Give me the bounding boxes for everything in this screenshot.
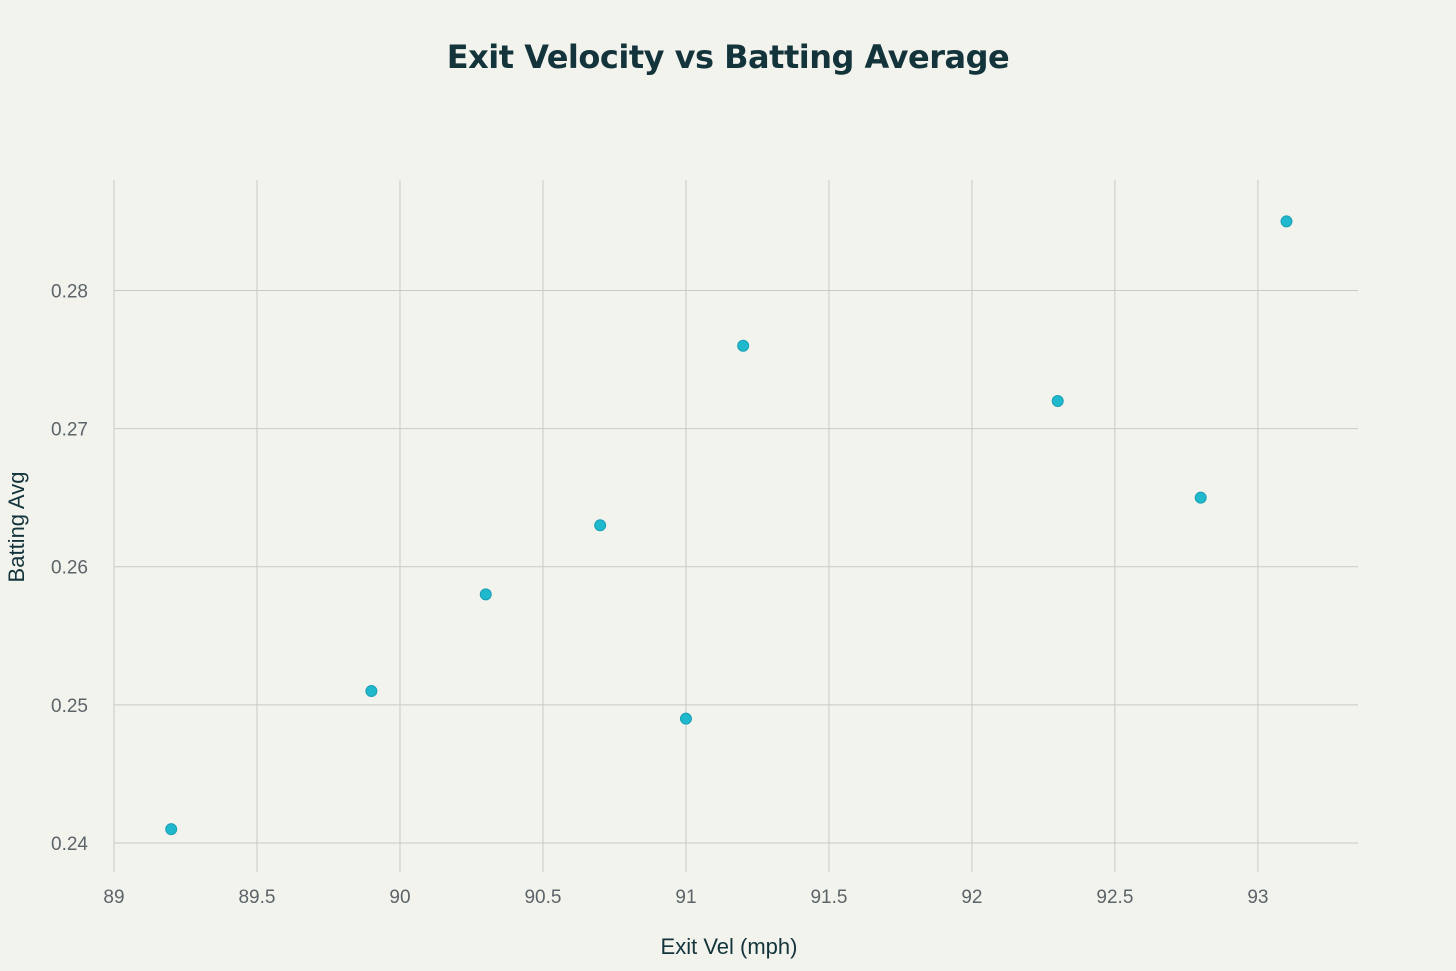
x-tick-label: 90.5 [524, 887, 561, 908]
x-tick-label: 90 [389, 887, 410, 908]
y-tick-label: 0.24 [51, 834, 88, 855]
data-point [479, 588, 492, 601]
data-point [737, 339, 750, 352]
y-tick-label: 0.27 [51, 420, 88, 441]
data-point [1051, 394, 1064, 407]
x-axis-title: Exit Vel (mph) [661, 934, 798, 959]
x-tick-label: 92.5 [1096, 887, 1133, 908]
tick-labels: 89 89.5 90 90.5 91 91.5 92 92.5 93 0.24 0.25 0.26 0.… [51, 281, 1268, 908]
grid-layer [113, 180, 1358, 872]
data-point [165, 823, 178, 836]
y-tick-label: 0.25 [51, 696, 88, 717]
y-tick-label: 0.28 [51, 281, 88, 302]
data-point [365, 685, 378, 698]
x-tick-label: 92 [961, 887, 982, 908]
chart-title: Exit Velocity vs Batting Average [446, 38, 1010, 76]
data-point [1194, 491, 1207, 504]
y-tick-label: 0.26 [51, 558, 88, 579]
x-tick-label: 91 [675, 887, 696, 908]
data-points [165, 215, 1293, 836]
x-tick-label: 89 [103, 887, 124, 908]
x-tick-label: 91.5 [810, 887, 847, 908]
data-point [594, 519, 607, 532]
data-point [1280, 215, 1293, 228]
x-tick-label: 93 [1247, 887, 1268, 908]
data-point [679, 712, 692, 725]
y-axis-title: Batting Avg [4, 472, 29, 583]
x-tick-label: 89.5 [238, 887, 275, 908]
